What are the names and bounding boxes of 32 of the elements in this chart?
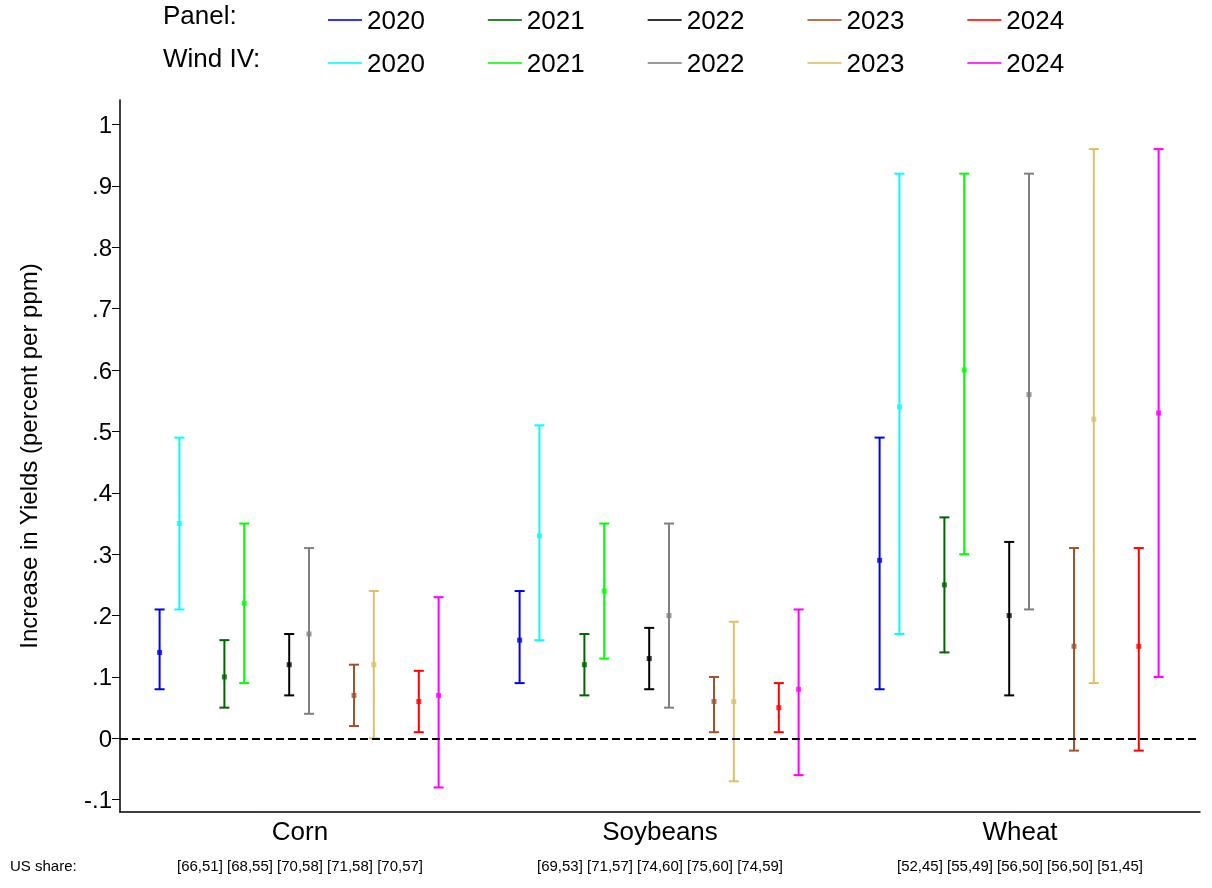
legend-label: 2021	[526, 5, 585, 35]
legend-label: 2021	[526, 48, 585, 78]
text: [52,45] [55,49] [56,50] [56,50] [51,45]	[896, 857, 1144, 874]
y-tick-label: .5	[91, 417, 112, 445]
legend-label: 2024	[1006, 48, 1065, 78]
y-tick-label: 1	[98, 111, 112, 139]
y-tick-label: .2	[91, 602, 112, 630]
y-tick-label: .4	[91, 479, 112, 507]
text: Panel:	[163, 0, 237, 30]
y-axis-title: Increase in Yields (percent per ppm)	[14, 263, 42, 649]
y-tick-label: 0	[98, 724, 112, 752]
legend-label: 2023	[846, 48, 905, 78]
x-tick-label: Soybeans	[602, 816, 718, 846]
text: Wind IV:	[163, 43, 261, 73]
x-tick-label: Corn	[271, 816, 329, 846]
text: US share:	[10, 857, 77, 874]
text: [66,51] [68,55] [70,58] [71,58] [70,57]	[176, 857, 424, 874]
y-tick-label: .9	[91, 172, 112, 200]
legend-label: 2024	[1006, 5, 1065, 35]
x-tick-label: Wheat	[982, 816, 1059, 846]
text: [69,53] [71,57] [74,60] [75,60] [74,59]	[536, 857, 784, 874]
legend-label: 2020	[367, 5, 425, 35]
y-tick-label: .7	[91, 295, 112, 323]
y-tick-label: .1	[91, 663, 112, 691]
y-tick-label: .3	[91, 540, 112, 568]
y-tick-label: .6	[91, 356, 112, 384]
y-tick-label: .8	[91, 233, 112, 261]
legend-label: 2022	[686, 48, 745, 78]
legend-label: 2022	[686, 5, 745, 35]
y-tick-label: -.1	[83, 786, 112, 814]
legend-label: 2023	[846, 5, 905, 35]
legend-label: 2020	[367, 48, 425, 78]
